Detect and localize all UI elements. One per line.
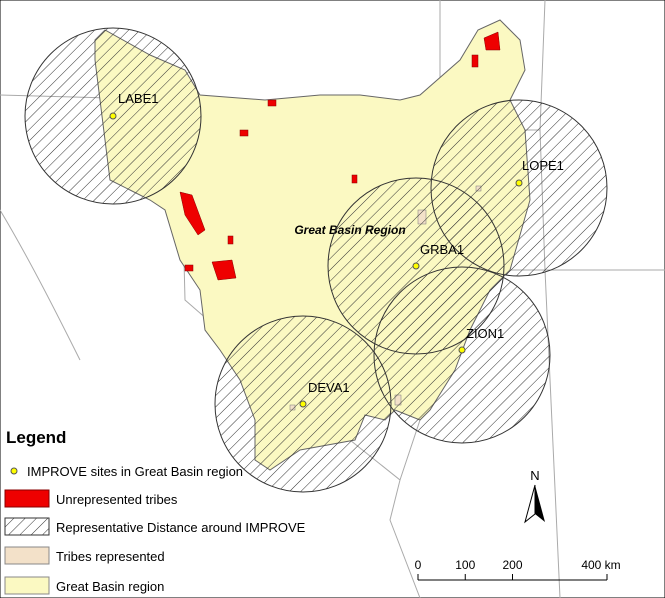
improve-site (412, 262, 420, 270)
scale-label: 400 km (581, 558, 620, 572)
site-label: LABE1 (118, 91, 158, 106)
legend-label: Tribes represented (56, 549, 165, 564)
north-arrow: N (524, 468, 545, 524)
legend-label: IMPROVE sites in Great Basin region (27, 464, 243, 479)
legend-label: Representative Distance around IMPROVE (56, 520, 306, 535)
scale-label: 100 (455, 558, 475, 572)
improve-site (109, 112, 117, 120)
improve-site (299, 400, 307, 408)
scale-label: 0 (415, 558, 422, 572)
legend-swatch (4, 489, 50, 508)
legend-swatch (4, 576, 50, 595)
legend-swatch (4, 517, 50, 536)
improve-site (458, 346, 466, 354)
legend-label: Great Basin region (56, 579, 164, 594)
scale-bar: 0 100 200 400 km (415, 558, 621, 581)
legend-label: Unrepresented tribes (56, 492, 178, 507)
site-label: ZION1 (466, 326, 504, 341)
north-label: N (530, 468, 539, 483)
site-label: DEVA1 (308, 380, 350, 395)
site-label: LOPE1 (522, 158, 564, 173)
legend-swatch (10, 467, 18, 475)
site-label: GRBA1 (420, 242, 464, 257)
legend-title: Legend (6, 428, 66, 447)
representative-distance (373, 266, 551, 444)
legend-swatch (4, 546, 50, 565)
scale-label: 200 (502, 558, 522, 572)
improve-site (515, 179, 523, 187)
unrepresented-tribes (179, 31, 501, 281)
